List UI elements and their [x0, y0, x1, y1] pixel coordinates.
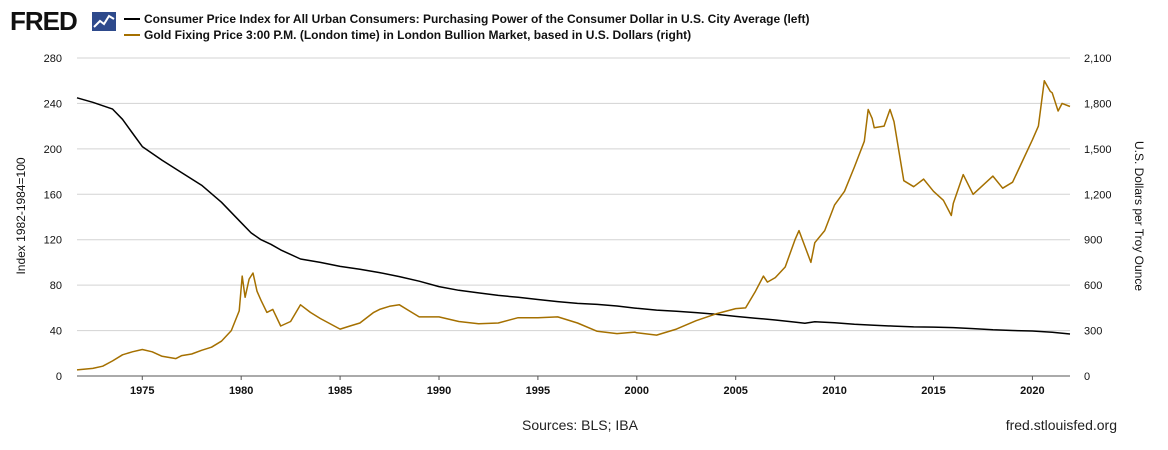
x-tick-label: 1995	[526, 385, 550, 397]
left-axis-label: Index 1982-1984=100	[14, 157, 28, 274]
left-tick-label: 200	[44, 144, 62, 156]
legend-label-cpi: Consumer Price Index for All Urban Consu…	[144, 12, 809, 26]
x-tick-label: 1975	[130, 385, 154, 397]
x-tick-label: 2000	[625, 385, 649, 397]
logo-graph-icon	[92, 12, 116, 31]
x-tick-label: 2010	[822, 385, 846, 397]
left-tick-label: 240	[44, 98, 62, 110]
right-axis-ticks: 0 300 600 900 1,200 1,500 1,800 2,100	[1084, 53, 1112, 383]
fred-logo[interactable]: FRED	[10, 6, 116, 36]
series-line-gold	[76, 79, 1071, 371]
x-tick-label: 1990	[427, 385, 451, 397]
series-group	[76, 79, 1071, 371]
left-tick-label: 0	[56, 371, 62, 383]
logo-text: FRED	[10, 6, 77, 36]
x-axis-ticks: 1975 1980 1985 1990 1995 2000 2005 2010 2015 2020	[130, 376, 1045, 397]
x-tick-label: 1980	[229, 385, 253, 397]
right-tick-label: 900	[1084, 235, 1102, 247]
right-axis-label: U.S. Dollars per Troy Ounce	[1132, 141, 1146, 291]
x-tick-label: 1985	[328, 385, 352, 397]
right-tick-label: 300	[1084, 326, 1102, 338]
right-tick-label: 600	[1084, 280, 1102, 292]
right-tick-label: 1,500	[1084, 144, 1112, 156]
series-line-cpi	[76, 97, 1071, 335]
x-tick-label: 2015	[921, 385, 945, 397]
left-axis-ticks: 0 40 80 120 160 200 240 280	[44, 53, 62, 383]
site-link[interactable]: fred.stlouisfed.org	[1006, 417, 1117, 433]
x-tick-label: 2005	[723, 385, 747, 397]
sources-text: Sources: BLS; IBA	[522, 417, 639, 433]
right-tick-label: 0	[1084, 371, 1090, 383]
right-tick-label: 2,100	[1084, 53, 1112, 65]
left-tick-label: 160	[44, 189, 62, 201]
right-tick-label: 1,200	[1084, 189, 1112, 201]
x-tick-label: 2020	[1020, 385, 1044, 397]
legend-label-gold: Gold Fixing Price 3:00 P.M. (London time…	[144, 28, 691, 42]
left-tick-label: 120	[44, 235, 62, 247]
left-tick-label: 80	[50, 280, 62, 292]
grid	[77, 57, 1070, 332]
left-tick-label: 40	[50, 326, 62, 338]
legend: Consumer Price Index for All Urban Consu…	[124, 12, 809, 42]
right-tick-label: 1,800	[1084, 98, 1112, 110]
left-tick-label: 280	[44, 53, 62, 65]
